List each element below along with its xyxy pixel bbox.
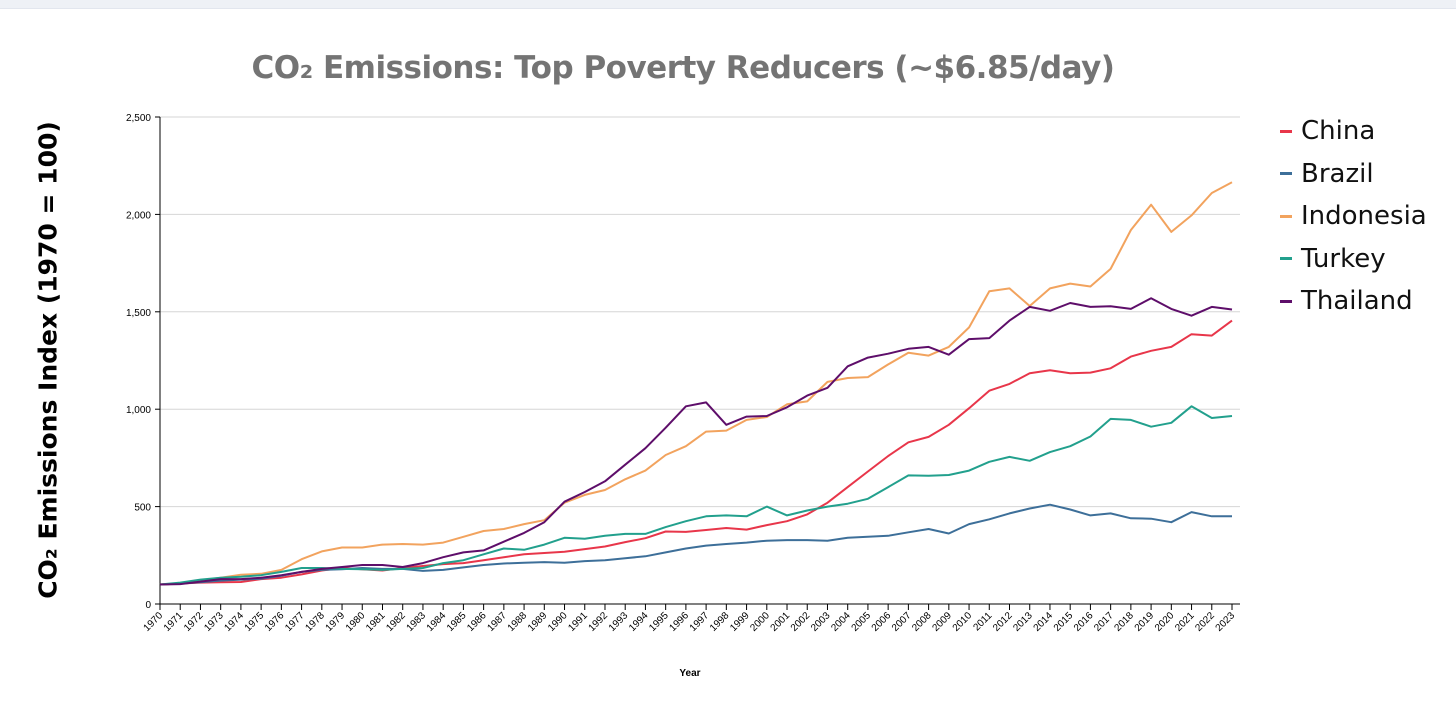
y-tick-label: 2,000 bbox=[126, 210, 151, 221]
x-tick-label: 2012 bbox=[991, 610, 1015, 634]
chart-title: CO₂ Emissions: Top Poverty Reducers (~$6… bbox=[251, 50, 1115, 86]
x-tick-label: 2022 bbox=[1193, 610, 1217, 634]
x-tick-label: 1983 bbox=[405, 610, 429, 634]
x-tick-label: 1975 bbox=[243, 610, 267, 634]
x-axis-label: Year bbox=[679, 668, 700, 679]
x-tick-label: 2008 bbox=[910, 610, 934, 634]
legend-swatch bbox=[1280, 129, 1292, 133]
legend-label: China bbox=[1301, 116, 1376, 147]
x-tick-label: 1995 bbox=[647, 610, 671, 634]
x-tick-label: 2003 bbox=[809, 610, 833, 634]
x-tick-label: 1998 bbox=[708, 610, 732, 634]
x-tick-label: 1999 bbox=[728, 610, 752, 634]
x-tick-label: 1981 bbox=[364, 610, 388, 634]
x-tick-label: 2002 bbox=[789, 610, 813, 634]
legend-label: Turkey bbox=[1301, 243, 1386, 274]
top-border bbox=[0, 0, 1456, 9]
x-tick-label: 1974 bbox=[223, 610, 247, 634]
legend-swatch bbox=[1280, 172, 1292, 176]
legend-swatch bbox=[1280, 257, 1292, 261]
x-tick-label: 1978 bbox=[303, 610, 327, 634]
x-tick-label: 1984 bbox=[425, 610, 449, 634]
legend-label: Brazil bbox=[1301, 158, 1374, 189]
series-line-turkey bbox=[159, 405, 1233, 586]
x-tick-label: 2005 bbox=[850, 610, 874, 634]
x-tick-label: 1971 bbox=[162, 610, 186, 634]
legend-item-turkey[interactable]: Turkey bbox=[1280, 238, 1427, 281]
x-tick-label: 1988 bbox=[506, 610, 530, 634]
legend-item-brazil[interactable]: Brazil bbox=[1280, 153, 1427, 196]
x-tick-label: 2000 bbox=[748, 610, 772, 634]
x-tick-label: 2023 bbox=[1214, 610, 1238, 634]
series-line-thailand bbox=[159, 297, 1233, 586]
x-tick-label: 2015 bbox=[1052, 610, 1076, 634]
x-tick-label: 2018 bbox=[1112, 610, 1136, 634]
x-tick-label: 2004 bbox=[829, 610, 853, 634]
legend-swatch bbox=[1280, 299, 1292, 303]
y-tick-label: 1,000 bbox=[126, 405, 151, 416]
legend-label: Indonesia bbox=[1301, 201, 1427, 232]
x-tick-label: 2007 bbox=[890, 610, 914, 634]
y-tick-label: 500 bbox=[134, 503, 151, 514]
legend: China Brazil Indonesia Turkey Thailand bbox=[1280, 110, 1427, 323]
y-tick-label: 1,500 bbox=[126, 308, 151, 319]
x-tick-label: 2019 bbox=[1133, 610, 1157, 634]
x-tick-label: 1973 bbox=[202, 610, 226, 634]
series-line-brazil bbox=[159, 503, 1232, 586]
x-tick-label: 1990 bbox=[546, 610, 570, 634]
x-tick-label: 2020 bbox=[1153, 610, 1177, 634]
x-tick-label: 2001 bbox=[769, 610, 793, 634]
x-tick-label: 1991 bbox=[566, 610, 590, 634]
x-tick-label: 1982 bbox=[384, 610, 408, 634]
legend-item-indonesia[interactable]: Indonesia bbox=[1280, 195, 1427, 238]
x-tick-label: 1970 bbox=[142, 610, 166, 634]
x-tick-label: 1977 bbox=[283, 610, 307, 634]
legend-item-china[interactable]: China bbox=[1280, 110, 1427, 153]
x-tick-label: 2013 bbox=[1011, 610, 1035, 634]
legend-label: Thailand bbox=[1301, 286, 1413, 317]
x-tick-label: 1976 bbox=[263, 610, 287, 634]
y-tick-label: 0 bbox=[145, 600, 151, 611]
x-tick-label: 1986 bbox=[465, 610, 489, 634]
x-tick-label: 2010 bbox=[951, 610, 975, 634]
series-line-indonesia bbox=[159, 181, 1233, 586]
legend-swatch bbox=[1280, 214, 1292, 218]
x-tick-label: 2017 bbox=[1092, 610, 1116, 634]
x-tick-label: 1987 bbox=[485, 610, 509, 634]
x-tick-label: 1996 bbox=[667, 610, 691, 634]
x-tick-label: 2016 bbox=[1072, 610, 1096, 634]
x-tick-label: 2006 bbox=[870, 610, 894, 634]
x-tick-label: 1989 bbox=[526, 610, 550, 634]
y-tick-label: 2,500 bbox=[126, 113, 151, 124]
x-tick-label: 1994 bbox=[627, 610, 651, 634]
x-tick-label: 1972 bbox=[182, 610, 206, 634]
x-tick-label: 2011 bbox=[971, 610, 994, 633]
legend-item-thailand[interactable]: Thailand bbox=[1280, 280, 1427, 323]
x-tick-label: 1992 bbox=[587, 610, 611, 634]
x-tick-label: 1993 bbox=[607, 610, 631, 634]
x-tick-label: 1980 bbox=[344, 610, 368, 634]
x-tick-label: 2021 bbox=[1173, 610, 1197, 634]
x-tick-label: 2014 bbox=[1032, 610, 1056, 634]
x-tick-label: 1985 bbox=[445, 610, 469, 634]
series-line-china bbox=[159, 319, 1233, 586]
x-tick-label: 2009 bbox=[930, 610, 954, 634]
x-tick-label: 1997 bbox=[688, 610, 712, 634]
x-tick-label: 1979 bbox=[324, 610, 348, 634]
